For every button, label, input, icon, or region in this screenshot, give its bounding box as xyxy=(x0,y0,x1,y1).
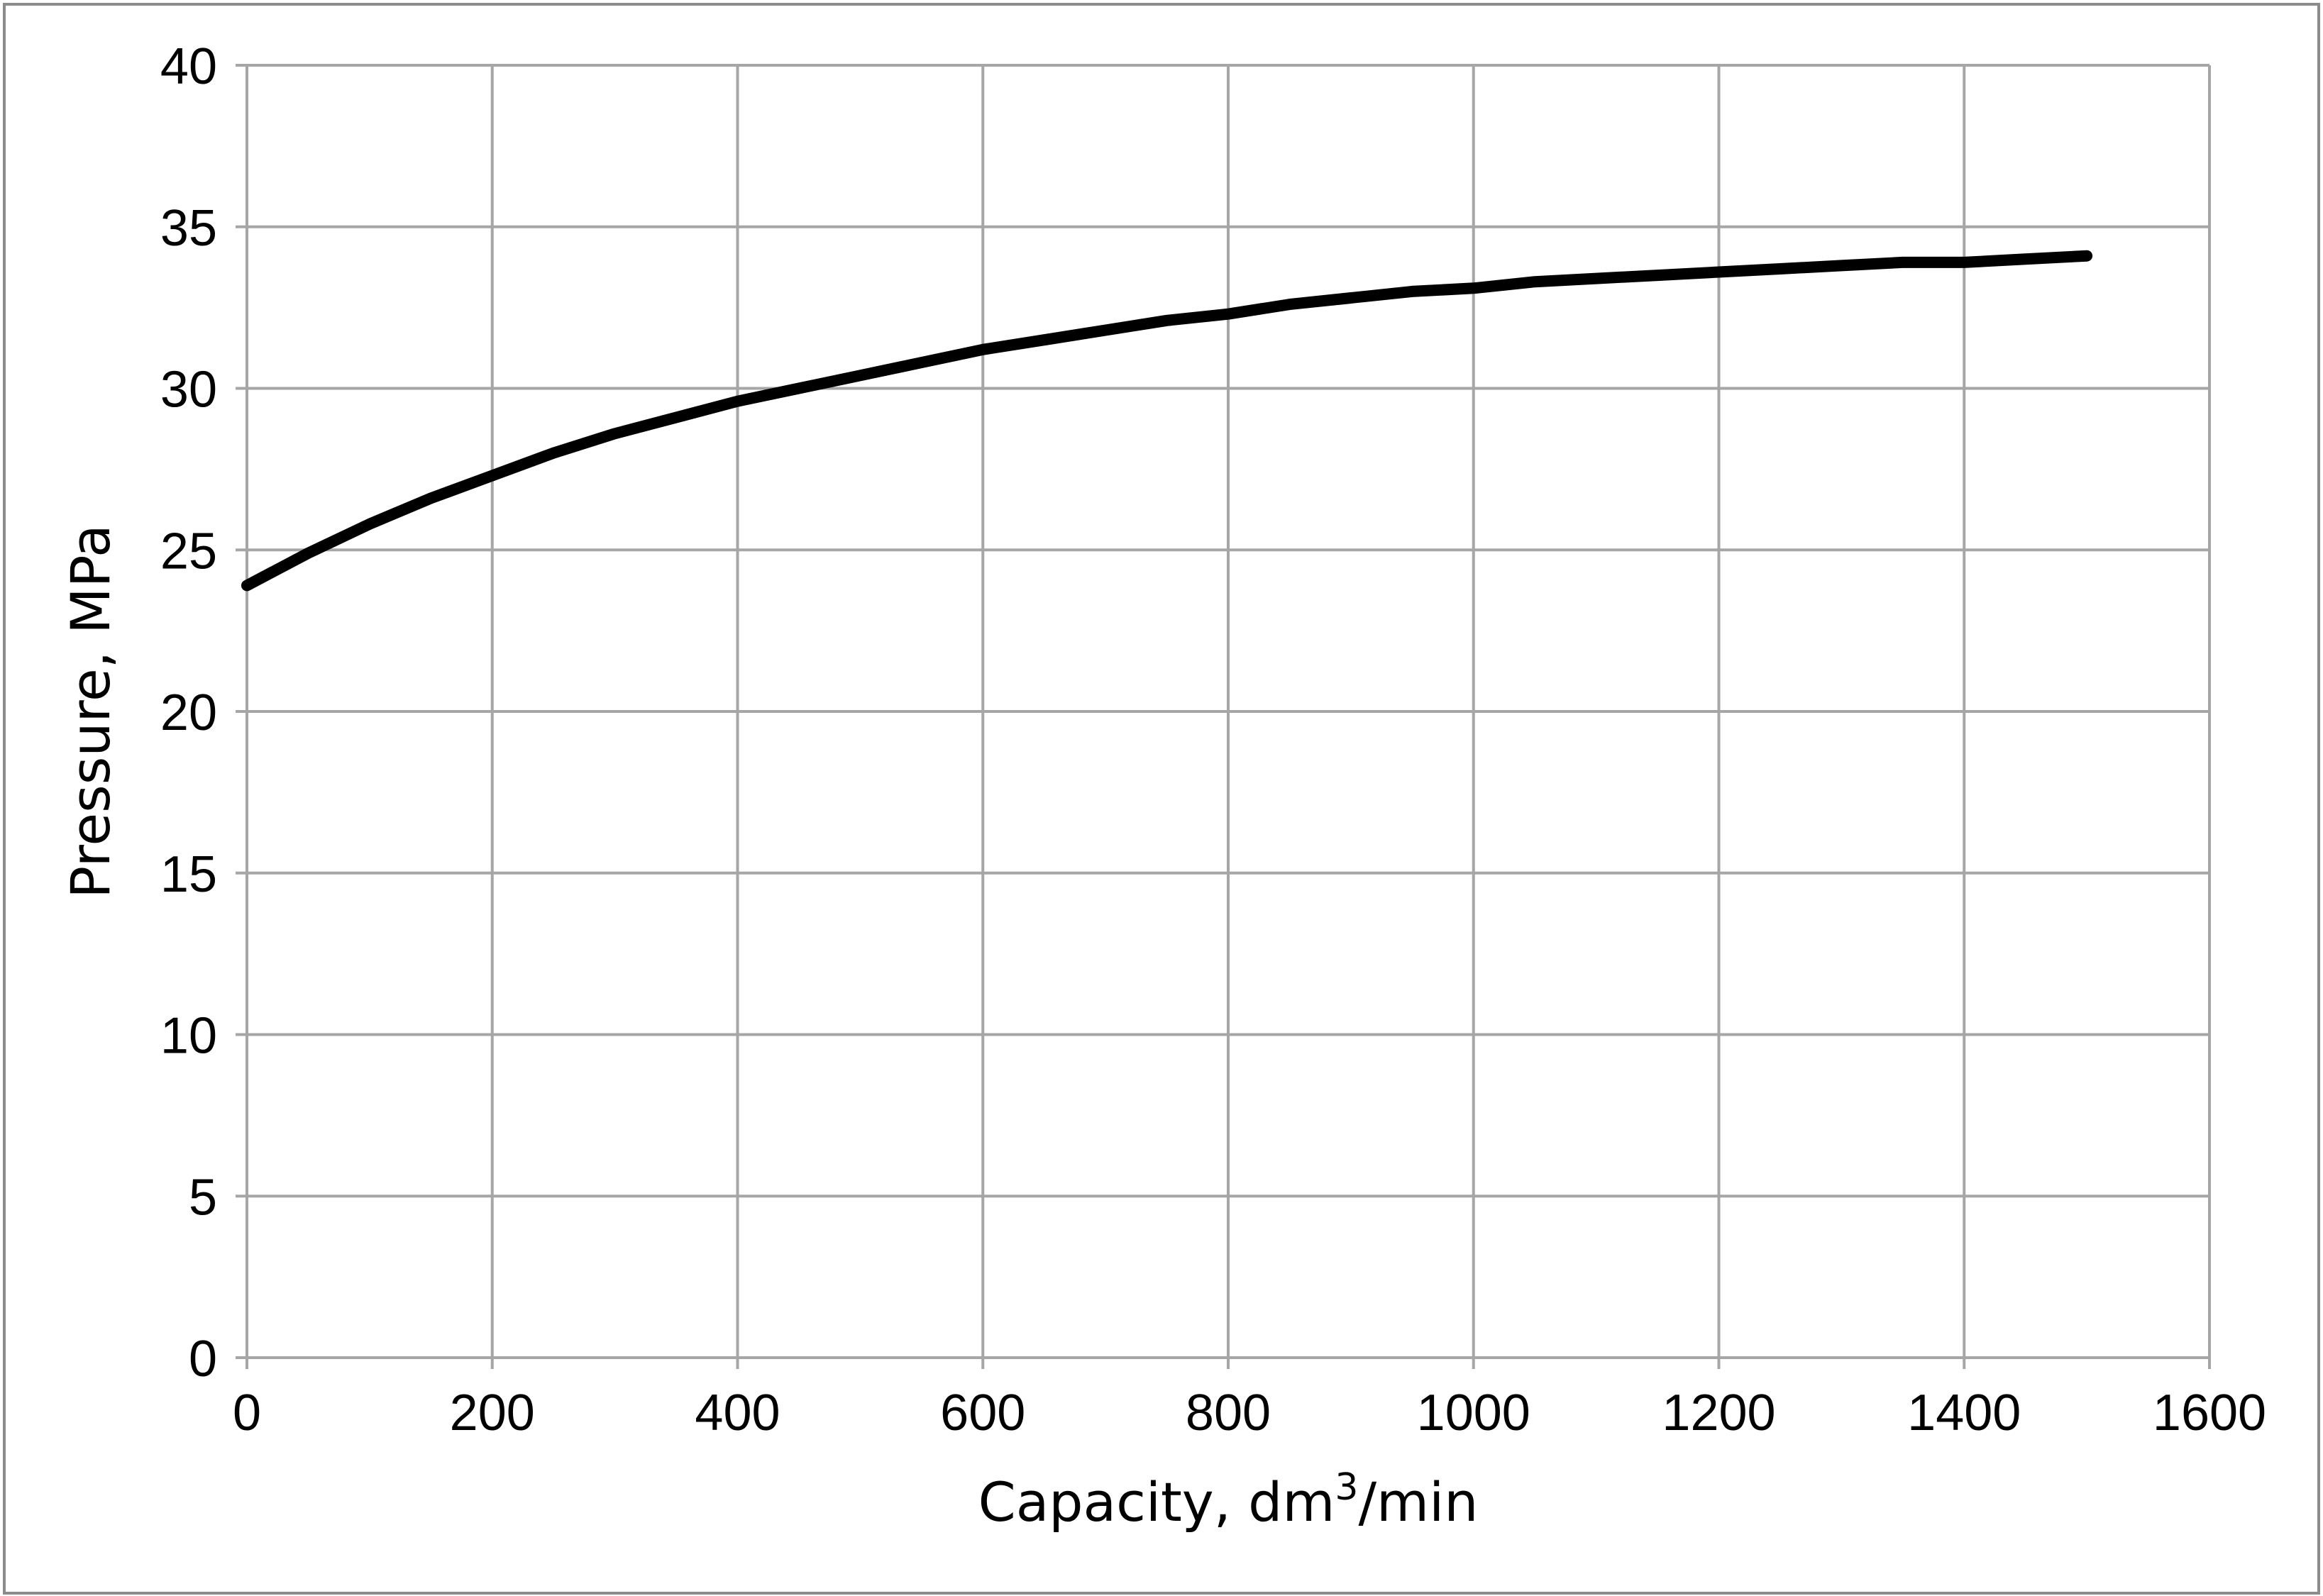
y-tick-label: 40 xyxy=(160,38,217,95)
y-tick-label: 10 xyxy=(160,1008,217,1065)
x-tick-label: 200 xyxy=(450,1385,535,1441)
x-tick-label: 0 xyxy=(233,1385,261,1441)
y-tick-label: 15 xyxy=(160,846,217,903)
x-axis-title-main: Capacity, dm xyxy=(978,1470,1335,1534)
y-tick-label: 30 xyxy=(160,362,217,419)
x-tick-label: 1200 xyxy=(1662,1385,1775,1441)
x-tick-label: 1600 xyxy=(2153,1385,2266,1441)
y-tick-label: 35 xyxy=(160,200,217,257)
series-line xyxy=(241,250,2093,592)
y-axis-title: Pressure, MPa xyxy=(59,524,122,898)
y-tick-label: 25 xyxy=(160,523,217,580)
x-tick-label: 600 xyxy=(940,1385,1025,1441)
y-tick-label: 20 xyxy=(160,685,217,741)
series-layer xyxy=(241,250,2093,592)
x-axis-title: Capacity, dm3/min xyxy=(978,1466,1479,1534)
chart-frame: 0 200 400 600 800 1000 1200 1400 1600 0 5 10 15 20 25 3… xyxy=(3,3,2320,1595)
x-tick-label: 1000 xyxy=(1417,1385,1530,1441)
pressure-capacity-chart: 0 200 400 600 800 1000 1200 1400 1600 0 5 10 15 20 25 3… xyxy=(59,38,2266,1534)
y-tick-label: 5 xyxy=(189,1169,217,1226)
x-axis-title-superscript: 3 xyxy=(1335,1466,1358,1509)
x-axis-title-suffix: /min xyxy=(1358,1470,1478,1534)
y-tick-label: 0 xyxy=(189,1331,217,1387)
x-tick-label: 1400 xyxy=(1907,1385,2021,1441)
x-tick-label: 800 xyxy=(1186,1385,1271,1441)
tick-label-layer: 0 200 400 600 800 1000 1200 1400 1600 0 5 10 15 20 25 3… xyxy=(160,38,2266,1441)
x-tick-label: 400 xyxy=(695,1385,780,1441)
